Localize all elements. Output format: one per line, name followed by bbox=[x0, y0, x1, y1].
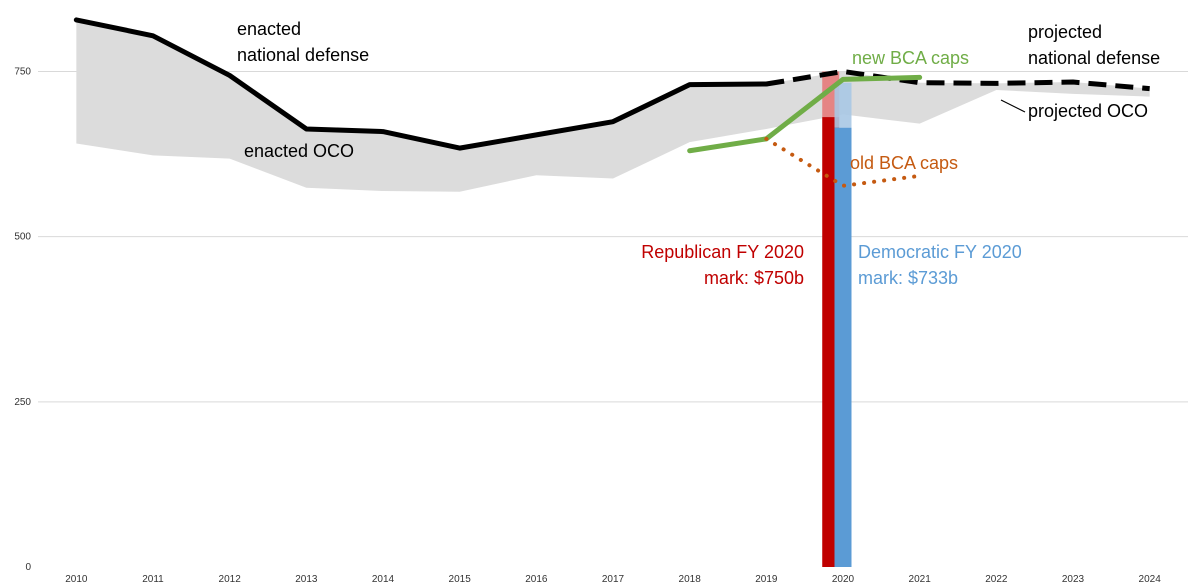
label-projected-defense-line1: projected bbox=[1028, 22, 1102, 42]
fy2020-mark-bars bbox=[822, 71, 852, 567]
projected-national-defense-line bbox=[765, 68, 1150, 92]
x-tick-label-2022: 2022 bbox=[985, 574, 1008, 584]
democratic-fy-2020-mark-oco-segment bbox=[834, 82, 852, 128]
x-tick-label-2021: 2021 bbox=[909, 574, 932, 584]
x-tick-label-2017: 2017 bbox=[602, 574, 625, 584]
x-tick-label-2012: 2012 bbox=[219, 574, 242, 584]
series-lines bbox=[73, 17, 1150, 188]
old-bca-caps-line bbox=[764, 136, 922, 188]
x-tick-label-2019: 2019 bbox=[755, 574, 778, 584]
y-tick-label-500: 500 bbox=[14, 232, 31, 243]
label-enacted-defense-line2: national defense bbox=[237, 45, 369, 65]
democratic-fy-2020-mark-bar bbox=[834, 127, 852, 567]
label-enacted-defense-line1: enacted bbox=[237, 19, 301, 39]
label-enacted-oco: enacted OCO bbox=[244, 141, 354, 161]
label-new-bca-caps: new BCA caps bbox=[852, 48, 969, 68]
label-republican-mark-line1: Republican FY 2020 bbox=[641, 242, 804, 262]
gridlines bbox=[38, 70, 1188, 403]
oco-band bbox=[76, 19, 1150, 192]
y-axis-ticks: 0 250 500 750 bbox=[14, 66, 31, 573]
oco-band-area bbox=[76, 19, 1150, 192]
y-tick-label-750: 750 bbox=[14, 66, 31, 77]
x-tick-label-2023: 2023 bbox=[1062, 574, 1085, 584]
new-bca-caps-line bbox=[687, 74, 923, 154]
enacted-national-defense-line bbox=[73, 17, 769, 151]
y-tick-label-0: 0 bbox=[25, 562, 31, 573]
label-democratic-mark-line1: Democratic FY 2020 bbox=[858, 242, 1022, 262]
x-tick-label-2015: 2015 bbox=[449, 574, 472, 584]
label-republican-mark-line2: mark: $750b bbox=[704, 268, 804, 288]
x-tick-label-2016: 2016 bbox=[525, 574, 548, 584]
x-tick-label-2013: 2013 bbox=[295, 574, 318, 584]
x-tick-label-2020: 2020 bbox=[832, 574, 855, 584]
x-tick-label-2018: 2018 bbox=[679, 574, 702, 584]
x-tick-label-2010: 2010 bbox=[65, 574, 88, 584]
label-old-bca-caps: old BCA caps bbox=[850, 153, 958, 173]
x-tick-label-2024: 2024 bbox=[1139, 574, 1162, 584]
x-tick-label-2014: 2014 bbox=[372, 574, 395, 584]
x-tick-label-2011: 2011 bbox=[142, 574, 164, 584]
label-projected-oco: projected OCO bbox=[1028, 101, 1148, 121]
projected-oco-leader-line bbox=[1000, 99, 1026, 113]
label-projected-defense-line2: national defense bbox=[1028, 48, 1160, 68]
label-democratic-mark-line2: mark: $733b bbox=[858, 268, 958, 288]
y-tick-label-250: 250 bbox=[14, 397, 31, 408]
x-axis-ticks: 2010 2011 2012 2013 2014 2015 2016 2017 2018 2019… bbox=[65, 574, 1161, 584]
